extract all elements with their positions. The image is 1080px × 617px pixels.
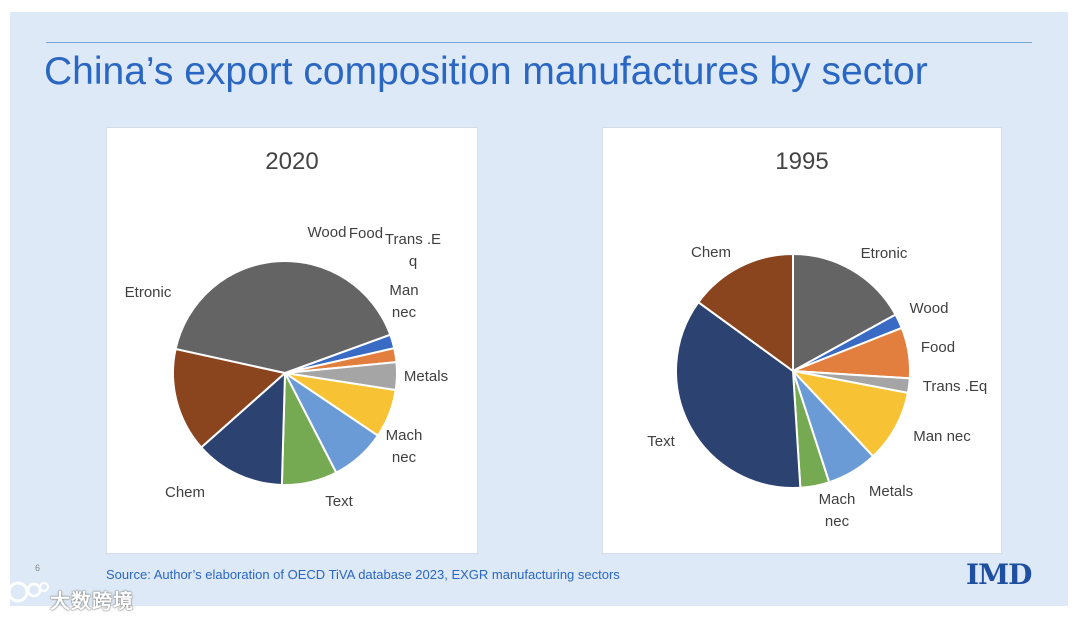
pie-chart-2020: Wood Food Trans .E q Man nec Metals Mach nec Text… — [125, 224, 448, 510]
pie-slice-man-nec — [790, 369, 910, 458]
data-label: Wood — [910, 300, 949, 317]
slide: China’s export composition manufactures … — [10, 12, 1068, 606]
data-label: Trans .E — [385, 231, 441, 248]
watermark-logo-icon — [7, 581, 49, 603]
data-label: nec — [825, 513, 850, 530]
data-label: Food — [349, 225, 383, 242]
pie-slice-chem — [172, 347, 288, 449]
data-label: Food — [921, 339, 955, 356]
chart-panel-1995: 1995 Etronic Wood Food Trans .Eq Man nec Meta… — [602, 127, 1002, 554]
pie-slice-etronic — [174, 260, 392, 375]
data-label: Text — [647, 433, 675, 450]
data-label: Mach — [819, 491, 856, 508]
data-label: nec — [392, 304, 417, 321]
pie-chart-1995: Etronic Wood Food Trans .Eq Man nec Metals Mac… — [647, 244, 987, 530]
pie-slice-text — [199, 370, 287, 486]
title-rule — [46, 42, 1032, 43]
data-label: Wood — [308, 224, 347, 241]
imd-logo: IMD — [966, 558, 1032, 591]
data-label: Mach — [386, 427, 423, 444]
data-label: Chem — [691, 244, 731, 261]
data-label: Metals — [869, 483, 913, 500]
pie-slice-etronic — [792, 252, 897, 373]
pie-slice-chem — [696, 252, 794, 373]
data-label: Text — [325, 493, 353, 510]
data-label: Etronic — [125, 284, 172, 301]
chart-panel-2020: 2020 Wood Food Trans .E q Man nec Metals Mach ne… — [106, 127, 478, 554]
chart-title: 1995 — [775, 148, 829, 175]
data-label: Chem — [165, 484, 205, 501]
chart-title: 2020 — [265, 148, 319, 175]
page-number: 6 — [35, 563, 41, 573]
pie-slice-text — [675, 300, 802, 489]
watermark-text: 大数跨境 — [50, 591, 134, 613]
data-label: Man — [389, 282, 418, 299]
data-label: Trans .Eq — [923, 378, 987, 395]
data-label: Metals — [404, 368, 448, 385]
data-label: nec — [392, 449, 417, 466]
data-label: Man nec — [913, 428, 971, 445]
source-note: Source: Author’s elaboration of OECD TiV… — [106, 567, 620, 582]
slide-title: China’s export composition manufactures … — [44, 50, 928, 93]
data-label: Etronic — [861, 245, 908, 262]
data-label: q — [409, 253, 417, 270]
